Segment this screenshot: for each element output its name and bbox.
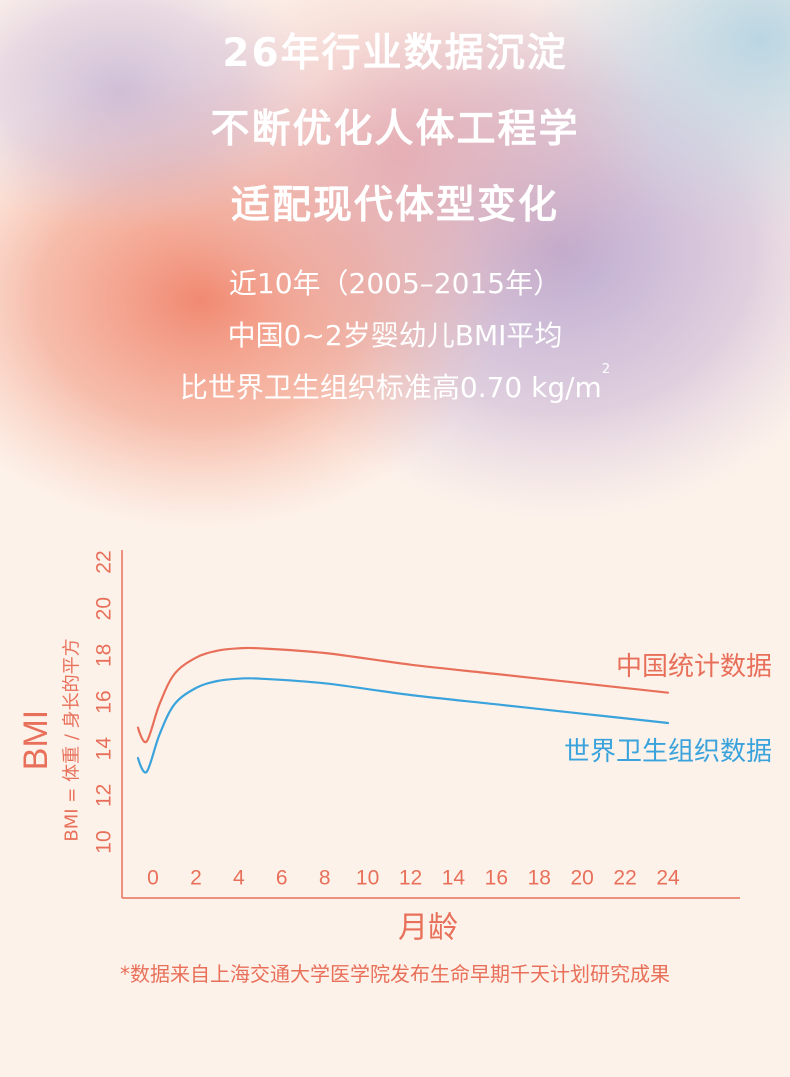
- series-line-china: [136, 646, 670, 744]
- x-tick-label: 16: [485, 867, 508, 890]
- x-tick-label: 20: [570, 867, 593, 890]
- footnote: *数据来自上海交通大学医学院发布生命早期千天计划研究成果: [120, 962, 670, 986]
- subtitle-line-3-text: 比世界卫生组织标准高0.70 kg/m: [179, 371, 602, 404]
- y-tick-label: 14: [93, 737, 116, 761]
- headline-line-1: 26年行业数据沉淀: [222, 31, 568, 76]
- y-tick-label: 16: [93, 690, 116, 713]
- subtitle-superscript: 2: [601, 362, 611, 377]
- subtitle-line-3: 比世界卫生组织标准高0.70 kg/m2: [0, 362, 790, 406]
- x-tick-label: 18: [528, 867, 551, 890]
- x-tick-label: 22: [613, 867, 636, 890]
- x-tick-label: 8: [319, 867, 331, 890]
- y-axis-title: BMI: [17, 710, 55, 770]
- subtitle-line-1: 近10年（2005–2015年）: [228, 267, 562, 300]
- y-tick-label: 12: [93, 784, 116, 807]
- series-label-china: 中国统计数据: [616, 652, 772, 682]
- headline-line-2: 不断优化人体工程学: [210, 107, 580, 152]
- subtitle-line-2: 中国0~2岁婴幼儿BMI平均: [227, 319, 563, 352]
- y-tick-label: 22: [93, 550, 116, 573]
- x-tick-label: 12: [399, 867, 422, 890]
- headline-line-3: 适配现代体型变化: [230, 183, 559, 228]
- x-tick-label: 4: [233, 867, 245, 890]
- x-tick-label: 0: [147, 867, 159, 890]
- x-tick-label: 24: [656, 867, 680, 890]
- y-tick-label: 10: [93, 830, 116, 853]
- x-tick-label: 2: [190, 867, 202, 890]
- x-tick-label: 10: [356, 867, 379, 890]
- y-tick-label: 18: [93, 644, 116, 667]
- y-tick-label: 20: [93, 597, 116, 620]
- series-label-who: 世界卫生组织数据: [564, 737, 772, 767]
- y-axis-subtitle: BMI = 体重 / 身长的平方: [62, 638, 83, 841]
- x-tick-label: 6: [276, 867, 288, 890]
- series-line-who: [136, 677, 670, 774]
- x-tick-label: 14: [442, 867, 466, 890]
- x-axis-title: 月龄: [398, 911, 458, 946]
